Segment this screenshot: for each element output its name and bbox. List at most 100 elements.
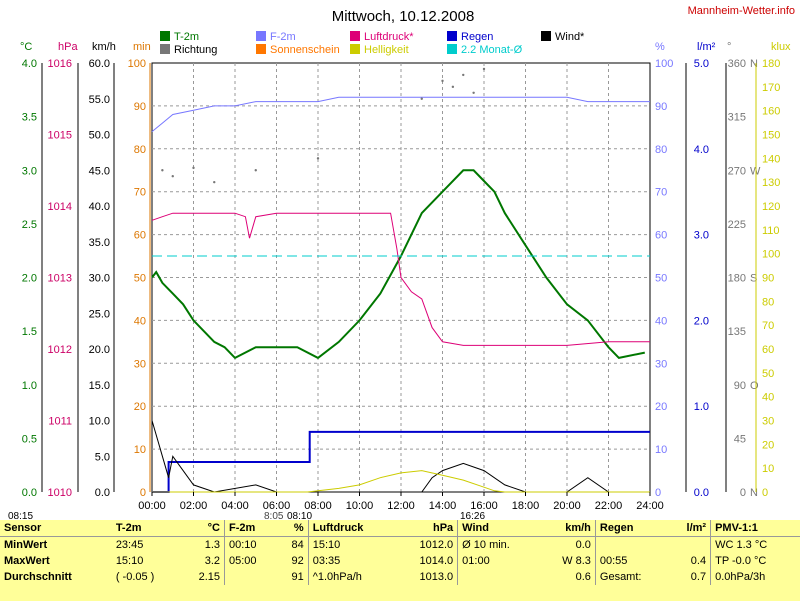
klux-axis-tick-label: 170 — [762, 82, 780, 94]
x-tick-label: 08:00 — [304, 500, 332, 512]
header-cell: Luftdruck — [312, 522, 364, 534]
klux-axis-tick-label: 100 — [762, 249, 780, 261]
min-axis-tick-label: 70 — [134, 187, 146, 199]
legend-swatch — [447, 44, 457, 54]
legend-label: F-2m — [270, 31, 296, 43]
min-axis-tick-label: 90 — [134, 101, 146, 113]
lm2-axis-tick-label: 1.0 — [694, 401, 709, 413]
x-tick-label: 20:00 — [553, 500, 581, 512]
legend-label: Luftdruck* — [364, 31, 414, 43]
x-tick-label: 14:00 — [429, 500, 457, 512]
legend-swatch — [541, 31, 551, 41]
series-line-t-2m — [151, 169, 646, 360]
table-cell: 00:55 — [599, 555, 628, 567]
pct-axis-tick-label: 90 — [655, 101, 667, 113]
klux-axis-tick-label: 0 — [762, 487, 768, 499]
table-cell: 05:00 — [229, 555, 257, 567]
x-tick-label: 22:00 — [595, 500, 623, 512]
legend-label: T-2m — [174, 31, 199, 43]
deg-axis-tick-label: 45 — [734, 433, 746, 445]
table-cell — [225, 569, 278, 585]
pct-axis-tick-label: 50 — [655, 273, 667, 285]
hpa-axis-tick-label: 1015 — [48, 130, 72, 142]
row-label: Durchschnitt — [4, 571, 72, 583]
klux-axis-tick-label: 180 — [762, 58, 780, 70]
min-axis-tick-label: 30 — [134, 358, 146, 370]
x-tick-label: 12:00 — [387, 500, 415, 512]
min-axis-tick-label: 100 — [128, 58, 146, 70]
header-cell: Regen — [599, 522, 634, 534]
klux-axis-tick-label: 160 — [762, 106, 780, 118]
lm2-axis-tick-label: 5.0 — [694, 58, 709, 70]
min-axis-tick-label: 80 — [134, 144, 146, 156]
header-cell: Sensor — [4, 522, 42, 534]
header-cell: km/h — [540, 520, 596, 537]
pct-axis-tick-label: 30 — [655, 358, 667, 370]
min-axis-tick-label: 0 — [140, 487, 146, 499]
direction-point — [482, 67, 486, 71]
pct-axis-tick-label: 70 — [655, 187, 667, 199]
min-axis-tick-label: 40 — [134, 315, 146, 327]
klux-axis-tick-label: 40 — [762, 392, 774, 404]
x-tick-label: 02:00 — [180, 500, 208, 512]
stats-header-row: Sensor T-2m °C F-2m % Luftdruck hPa Wind… — [0, 520, 800, 537]
deg-axis-tick-label: 315 — [728, 112, 746, 124]
celsius-axis-tick-label: 2.5 — [22, 219, 37, 231]
klux-axis-tick-label: 10 — [762, 463, 774, 475]
table-cell: 00:10 — [224, 536, 278, 553]
stats-panel: Sensor T-2m °C F-2m % Luftdruck hPa Wind… — [0, 520, 800, 601]
kmh-unit: km/h — [92, 41, 116, 53]
table-cell: 15:10 — [115, 555, 144, 567]
kmh-axis-tick-label: 10.0 — [89, 416, 110, 428]
legend-label: Helligkeit — [364, 44, 409, 56]
deg-unit: ° — [727, 41, 731, 53]
header-cell: T-2m — [115, 522, 142, 534]
site-link[interactable]: Mannheim-Wetter.info — [688, 5, 795, 17]
sunset-marker: 16:26 — [460, 511, 485, 520]
table-cell: 03:35 — [312, 555, 341, 567]
min-axis-tick-label: 20 — [134, 401, 146, 413]
lm2-axis-tick-label: 4.0 — [694, 144, 709, 156]
table-cell — [458, 569, 541, 585]
celsius-axis-tick-label: 0.5 — [22, 433, 37, 445]
pct-axis-tick-label: 60 — [655, 230, 667, 242]
kmh-axis-tick-label: 5.0 — [95, 451, 110, 463]
row-label: MinWert — [0, 536, 112, 553]
table-cell: 3.2 — [180, 553, 226, 569]
table-cell: WC 1.3 °C — [710, 536, 800, 553]
hpa-axis-tick-label: 1014 — [48, 201, 72, 213]
table-cell — [669, 536, 712, 553]
kmh-axis-tick-label: 55.0 — [89, 94, 110, 106]
table-cell: 0.0hPa/3h — [715, 571, 766, 583]
x-tick-label: 18:00 — [512, 500, 540, 512]
direction-point — [316, 157, 320, 160]
pct-axis-tick-label: 10 — [655, 444, 667, 456]
celsius-axis-tick-label: 2.0 — [22, 273, 37, 285]
kmh-axis-tick-label: 50.0 — [89, 130, 110, 142]
series-line-luftdruck — [151, 212, 650, 346]
sunrise-marker: 8:05 — [264, 511, 284, 520]
legend-label: Wind* — [555, 31, 585, 43]
kmh-axis-tick-label: 30.0 — [89, 273, 110, 285]
hpa-axis-tick-label: 1016 — [48, 58, 72, 70]
min-axis-tick-label: 10 — [134, 444, 146, 456]
direction-point — [451, 85, 455, 89]
celsius-axis-tick-label: 0.0 — [22, 487, 37, 499]
direction-point — [254, 169, 257, 172]
stats-table: Sensor T-2m °C F-2m % Luftdruck hPa Wind… — [0, 520, 800, 585]
min-axis-tick-label: 60 — [134, 230, 146, 242]
table-cell: 1013.0 — [395, 569, 459, 585]
kmh-axis-tick-label: 40.0 — [89, 201, 110, 213]
celsius-axis-tick-label: 4.0 — [22, 58, 37, 70]
direction-axis-tick-label: O — [750, 380, 759, 392]
table-cell: 0.4 — [669, 553, 712, 569]
klux-axis-tick-label: 110 — [762, 225, 780, 237]
klux-axis-tick-label: 150 — [762, 130, 780, 142]
celsius-axis-tick-label: 3.5 — [22, 112, 37, 124]
table-cell — [595, 536, 670, 553]
pct-axis-tick-label: 100 — [655, 58, 673, 70]
table-cell: 1.3 — [180, 536, 226, 553]
klux-axis-tick-label: 80 — [762, 296, 774, 308]
kmh-axis-tick-label: 20.0 — [89, 344, 110, 356]
klux-axis-tick-label: 70 — [762, 320, 774, 332]
